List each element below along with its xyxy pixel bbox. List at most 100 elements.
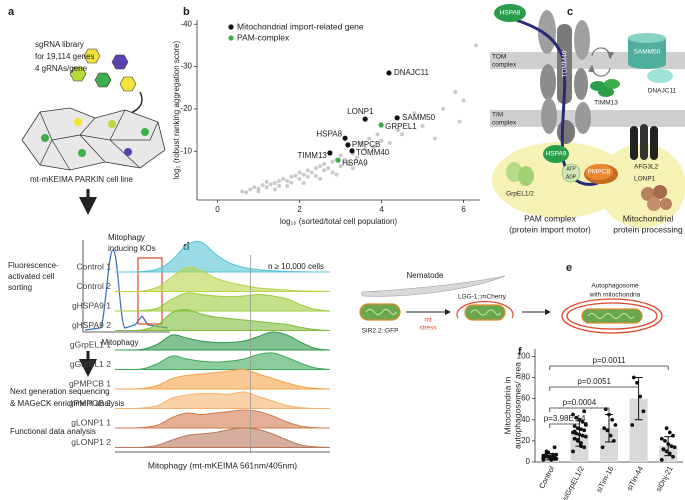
background-point — [260, 183, 265, 188]
panel-a-diagram-shape — [41, 134, 49, 142]
background-point — [367, 136, 372, 141]
y-tick-label: 80 — [521, 373, 530, 382]
panel-c-diagram-shape — [628, 59, 666, 69]
significance-bracket — [549, 423, 580, 428]
panel-c-diagram-shape — [575, 102, 591, 134]
background-point — [359, 140, 364, 145]
panel-c-diagram-shape — [640, 124, 648, 160]
x-tick-label: 0 — [215, 205, 220, 214]
density-curve — [114, 391, 331, 410]
text: with mitochondria — [589, 292, 641, 299]
panel-c-diagram-shape — [647, 197, 661, 211]
background-point — [277, 184, 282, 189]
panel-label: c — [567, 6, 573, 18]
data-point — [544, 449, 549, 454]
background-point — [297, 176, 302, 181]
background-point — [309, 170, 314, 175]
text: 4 gRNAs/gene — [35, 64, 88, 73]
text: mt-mKEIMA PARKIN cell line — [30, 175, 134, 184]
background-point — [346, 162, 351, 166]
density-curve — [114, 266, 331, 293]
background-point — [301, 172, 306, 177]
data-point — [635, 380, 639, 385]
x-tick-label: siGrpEL1/2 — [560, 465, 586, 500]
data-point — [572, 429, 577, 434]
density-curve — [114, 308, 331, 332]
background-point — [395, 128, 400, 133]
background-point — [272, 187, 277, 192]
panel-c-diagram-shape — [506, 162, 522, 182]
background-point — [318, 164, 323, 169]
data-point — [605, 428, 610, 433]
data-point — [641, 409, 646, 414]
data-point — [572, 424, 577, 428]
panel-c-diagram-shape — [591, 47, 615, 60]
background-point — [412, 111, 417, 116]
background-point — [285, 184, 290, 189]
row-label: gLONP1 2 — [71, 437, 111, 447]
point-label: HSPA8 — [316, 129, 342, 138]
panel-c-diagram-shape — [630, 126, 638, 160]
panel-label: f — [518, 346, 522, 358]
background-point — [289, 180, 294, 185]
text: Mitophagy — [102, 338, 139, 347]
data-point — [664, 449, 669, 454]
row-label: gGrpEL1 1 — [70, 339, 111, 349]
background-point — [252, 185, 257, 190]
data-point — [574, 415, 579, 420]
panel-e-diagram-shape — [359, 303, 401, 321]
data-point — [672, 445, 677, 450]
text: PAM complex — [524, 213, 577, 223]
background-point — [371, 145, 376, 150]
text: TIMM13 — [594, 100, 618, 107]
background-point — [256, 189, 261, 194]
row-label: gGrpEL1 2 — [70, 359, 111, 369]
panel-c-diagram-shape — [541, 98, 557, 134]
data-point — [554, 456, 559, 461]
panel-e-diagram-shape — [587, 313, 635, 319]
point-label: LONP1 — [347, 107, 374, 116]
row-label: Control 2 — [77, 281, 112, 291]
gene-point — [349, 148, 355, 154]
x-axis-label: Mitophagy (mt-mKEIMA 561nm/405nm) — [148, 460, 297, 470]
data-point — [572, 436, 577, 441]
background-point — [322, 162, 327, 166]
panel-e-diagram — [359, 275, 663, 334]
text: GrpEL1/2 — [506, 191, 534, 198]
background-point — [272, 181, 277, 186]
background-point — [281, 176, 286, 181]
y-axis-label: autophagosomes/ area — [512, 362, 522, 449]
data-point — [659, 436, 664, 441]
row-label: gHSPA9 1 — [72, 300, 111, 310]
panel-c-diagram-shape — [650, 126, 658, 160]
text: DNAJC11 — [648, 88, 677, 95]
y-tick-label: -40 — [180, 19, 192, 28]
text: & MAGeCK enrichment analysis — [10, 399, 124, 408]
background-point — [268, 182, 273, 187]
background-point — [441, 106, 446, 111]
background-point — [313, 173, 318, 178]
data-point — [575, 426, 580, 431]
data-point — [579, 427, 583, 432]
background-point — [318, 176, 323, 181]
x-tick-label: 6 — [461, 205, 466, 214]
background-point — [285, 178, 290, 183]
data-point — [600, 445, 605, 450]
row-label: gHSPA9 2 — [72, 320, 111, 330]
background-point — [256, 186, 261, 191]
panel-e-diagram-shape — [456, 300, 514, 319]
gene-point — [362, 116, 368, 122]
p-value: p=0.0011 — [593, 356, 627, 365]
density-curve — [114, 352, 331, 371]
text: complex — [492, 120, 517, 127]
point-label: DNAJC11 — [394, 68, 430, 77]
text: PMPCB — [587, 169, 610, 176]
data-point — [669, 444, 674, 449]
text: ATP — [566, 166, 576, 172]
panel-c-diagram-shape — [598, 87, 614, 97]
panel-c-diagram-shape — [494, 4, 526, 22]
background-point — [289, 174, 294, 179]
significance-bracket — [549, 407, 610, 412]
background-point — [354, 155, 359, 160]
text: stress — [419, 325, 437, 332]
